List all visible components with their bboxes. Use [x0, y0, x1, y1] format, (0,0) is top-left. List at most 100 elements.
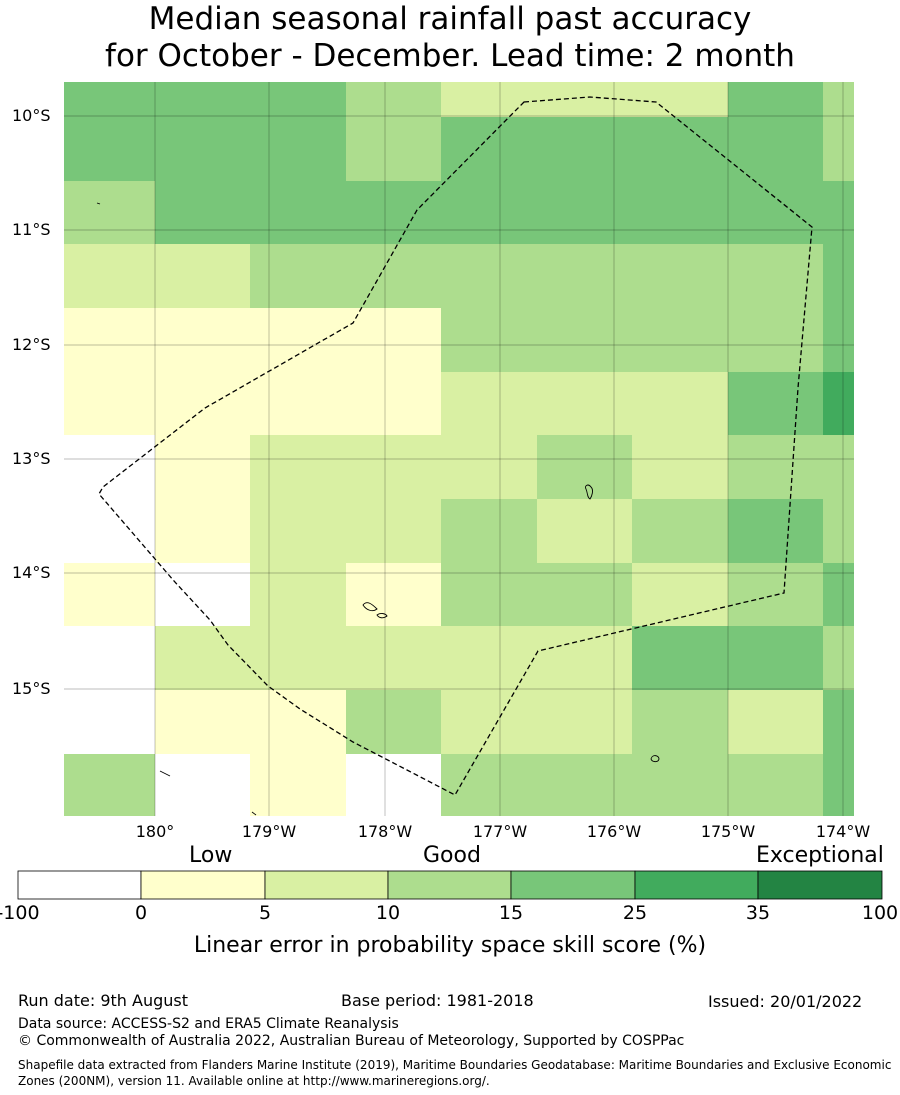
grid-cell [64, 244, 155, 308]
grid-cell [346, 499, 441, 563]
grid-cell [250, 117, 346, 181]
grid-cell [537, 563, 632, 626]
grid-cell [632, 690, 728, 754]
island-6 [96, 202, 101, 205]
colorbar-bin [634, 870, 759, 900]
colorbar-bin [17, 870, 142, 900]
grid-cell [155, 754, 250, 816]
grid-cell [441, 181, 537, 244]
grid-cell [155, 244, 250, 308]
grid-cell [823, 626, 854, 690]
grid-cell [155, 563, 250, 626]
grid-cell [250, 181, 346, 244]
lon-label-180: 180° [135, 822, 175, 841]
skill-grid [64, 82, 854, 816]
lat-label-11s: 11°S [12, 220, 51, 239]
grid-cell [250, 563, 346, 626]
grid-cell [250, 82, 346, 117]
colorbar-label: Linear error in probability space skill … [193, 933, 707, 958]
grid-cell [250, 372, 346, 435]
grid-cell [64, 82, 155, 117]
grid-cell [250, 626, 346, 690]
grid-cell [155, 372, 250, 435]
grid-cell [250, 308, 346, 372]
grid-cell [728, 499, 823, 563]
copyright: © Commonwealth of Australia 2022, Austra… [18, 1033, 685, 1049]
lat-label-12s: 12°S [12, 335, 51, 354]
grid-cell [632, 181, 728, 244]
island-3 [376, 613, 388, 619]
lat-label-14s: 14°S [12, 563, 51, 582]
base-period: Base period: 1981-2018 [341, 991, 534, 1010]
grid-cell [346, 117, 441, 181]
grid-cell [632, 372, 728, 435]
grid-cell [728, 435, 823, 499]
grid-cell [155, 181, 250, 244]
colorbar-tick: 100 [861, 902, 899, 924]
grid-cell [823, 690, 854, 754]
legend-category-exceptional: Exceptional [756, 843, 884, 868]
grid-cell [250, 690, 346, 754]
grid-cell [441, 372, 537, 435]
grid-cell [823, 563, 854, 626]
issued-date: Issued: 20/01/2022 [708, 992, 863, 1011]
grid-cell [537, 308, 632, 372]
grid-cell [537, 435, 632, 499]
island-7 [251, 811, 257, 816]
grid-cell [537, 690, 632, 754]
grid-cell [441, 308, 537, 372]
colorbar-bin [264, 870, 389, 900]
grid-cell [155, 117, 250, 181]
grid-cell [155, 690, 250, 754]
colorbar-tick: 25 [622, 902, 648, 924]
grid-cell [823, 499, 854, 563]
grid-cell [346, 563, 441, 626]
colorbar-tick: 15 [498, 902, 524, 924]
grid-cell [632, 244, 728, 308]
grid-cell [823, 308, 854, 372]
data-source: Data source: ACCESS-S2 and ERA5 Climate … [18, 1016, 399, 1032]
grid-cell [155, 499, 250, 563]
grid-cell [537, 626, 632, 690]
island-5 [159, 770, 171, 777]
grid-cell [632, 117, 728, 181]
grid-cell [441, 626, 537, 690]
colorbar-bin [510, 870, 636, 900]
colorbar-bin [140, 870, 266, 900]
grid-cell [823, 754, 854, 816]
grid-cell [441, 244, 537, 308]
grid-cell [728, 117, 823, 181]
graticule [64, 82, 854, 816]
grid-cell [823, 181, 854, 244]
lon-label-179w: 179°W [241, 822, 297, 841]
legend-category-good: Good [423, 843, 481, 868]
grid-cell [823, 244, 854, 308]
grid-cell [632, 308, 728, 372]
grid-cell [823, 117, 854, 181]
grid-cell [64, 435, 155, 499]
lat-label-15s: 15°S [12, 679, 51, 698]
grid-cell [250, 499, 346, 563]
grid-cell [441, 82, 537, 117]
grid-cell [537, 499, 632, 563]
lon-label-177w: 177°W [472, 822, 528, 841]
grid-cell [155, 626, 250, 690]
lon-label-175w: 175°W [700, 822, 756, 841]
grid-cell [64, 563, 155, 626]
colorbar-bin [757, 870, 883, 900]
grid-cell [64, 181, 155, 244]
colorbar-tick: 5 [258, 902, 272, 924]
grid-cell [64, 372, 155, 435]
island-1 [585, 484, 593, 500]
grid-cell [346, 181, 441, 244]
grid-cell [728, 690, 823, 754]
grid-cell [728, 244, 823, 308]
grid-cell [728, 308, 823, 372]
grid-cell [728, 754, 823, 816]
grid-cell [537, 181, 632, 244]
grid-cell [632, 754, 728, 816]
grid-cell [728, 372, 823, 435]
colorbar-tick: 0 [134, 902, 148, 924]
grid-cell [632, 435, 728, 499]
lon-label-178w: 178°W [357, 822, 413, 841]
